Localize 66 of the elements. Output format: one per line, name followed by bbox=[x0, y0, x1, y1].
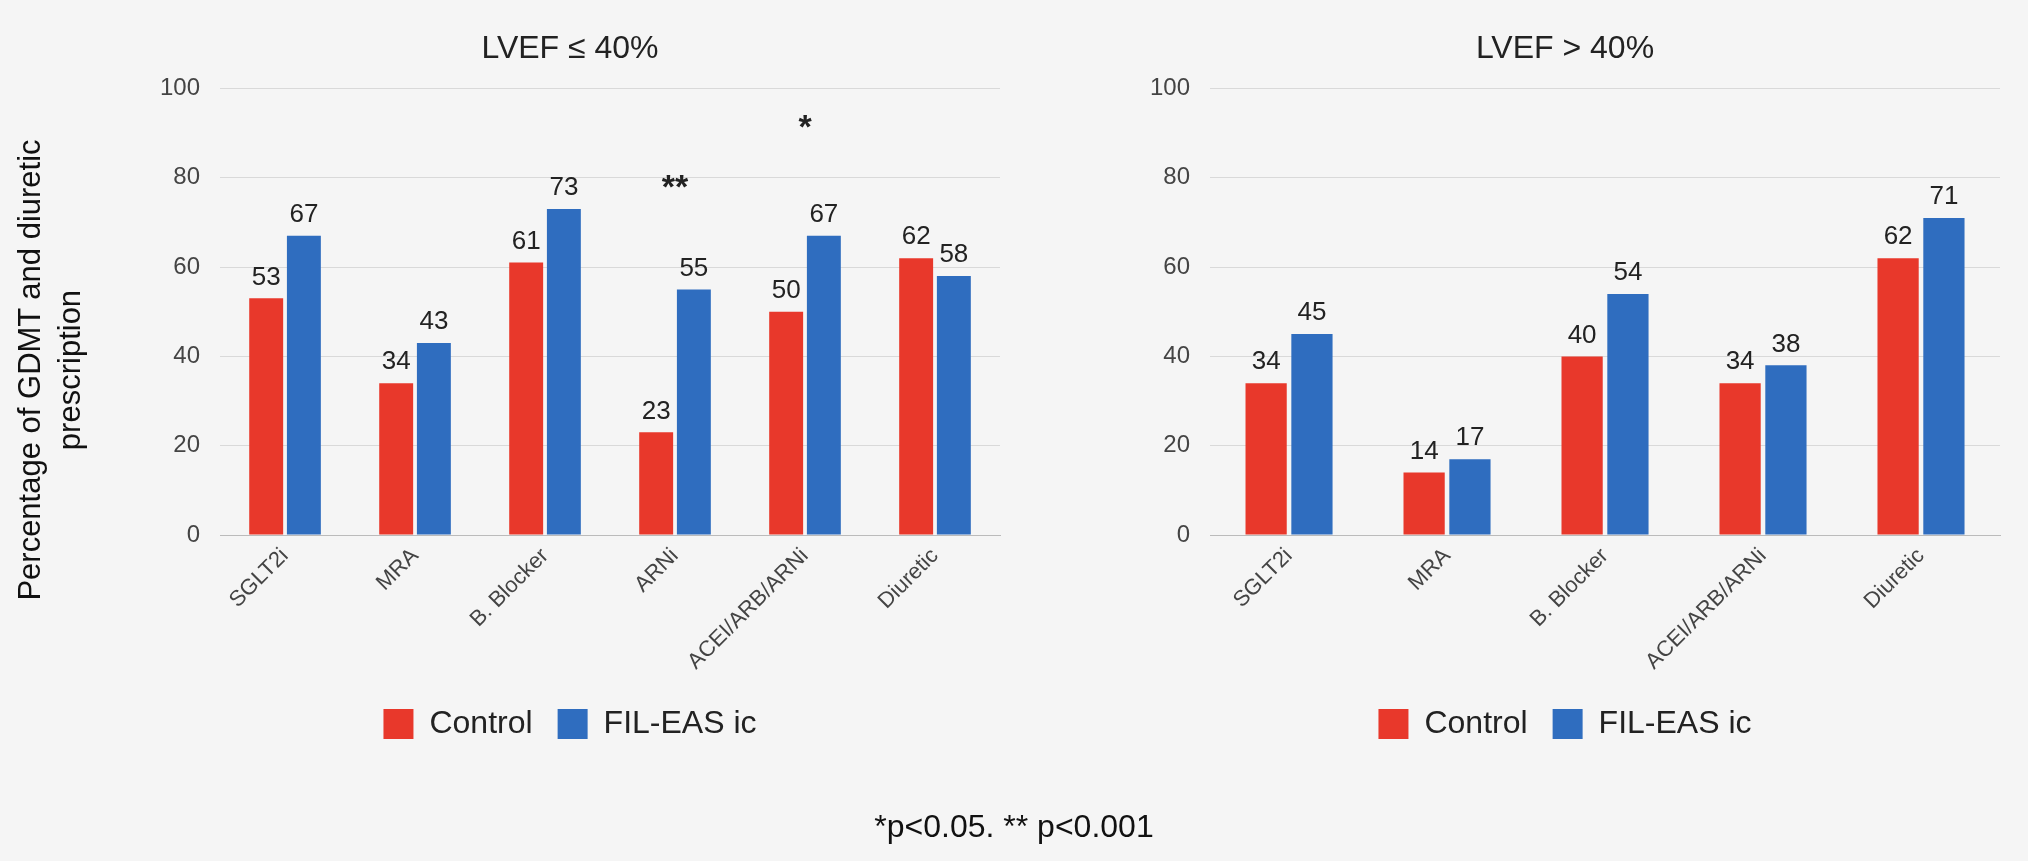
y-tick-label: 60 bbox=[173, 251, 201, 279]
bar bbox=[769, 311, 804, 535]
bar bbox=[1561, 356, 1603, 535]
data-label: 45 bbox=[1297, 296, 1327, 327]
y-tick-label: 20 bbox=[1163, 430, 1191, 458]
data-label: 54 bbox=[1613, 256, 1643, 287]
bar bbox=[1245, 383, 1287, 535]
bar bbox=[286, 235, 321, 535]
y-tick-label: 0 bbox=[186, 519, 201, 547]
bar bbox=[379, 383, 414, 535]
data-label: 55 bbox=[679, 251, 709, 282]
legend-label: FIL-EAS ic bbox=[1598, 703, 1752, 740]
data-label: 17 bbox=[1455, 421, 1485, 452]
data-label: 34 bbox=[1251, 345, 1281, 376]
data-label: 34 bbox=[1725, 345, 1755, 376]
y-tick-label: 100 bbox=[160, 73, 201, 101]
data-label: 62 bbox=[901, 220, 931, 251]
bar bbox=[1607, 293, 1649, 535]
bar bbox=[1449, 459, 1491, 535]
annotation: ** bbox=[661, 166, 690, 205]
data-label: 53 bbox=[251, 260, 281, 291]
y-tick-label: 40 bbox=[173, 341, 201, 369]
bar bbox=[1923, 217, 1965, 535]
y-tick-label: 80 bbox=[173, 162, 201, 190]
chart-title: LVEF > 40% bbox=[1475, 29, 1655, 66]
bar bbox=[1719, 383, 1761, 535]
bar bbox=[806, 235, 841, 535]
chart-title: LVEF ≤ 40% bbox=[481, 29, 659, 66]
y-tick-label: 100 bbox=[1150, 73, 1191, 101]
data-label: 50 bbox=[771, 273, 801, 304]
y-tick-label: 40 bbox=[1163, 341, 1191, 369]
data-label: 58 bbox=[939, 238, 969, 269]
data-label: 14 bbox=[1409, 434, 1439, 465]
data-label: 61 bbox=[511, 224, 541, 255]
data-label: 40 bbox=[1567, 318, 1597, 349]
legend-label: Control bbox=[429, 703, 533, 740]
bar bbox=[249, 298, 284, 535]
bar bbox=[936, 276, 971, 535]
bar bbox=[1877, 258, 1919, 535]
bar bbox=[509, 262, 544, 535]
data-label: 71 bbox=[1929, 180, 1959, 211]
y-tick-label: 20 bbox=[173, 430, 201, 458]
bar bbox=[1403, 472, 1445, 535]
data-label: 43 bbox=[419, 305, 449, 336]
annotation: * bbox=[798, 106, 813, 145]
y-tick-label: 60 bbox=[1163, 251, 1191, 279]
y-tick-label: 80 bbox=[1163, 162, 1191, 190]
y-axis-title: Percentage of GDMT and diuretic prescription bbox=[11, 138, 88, 603]
data-label: 67 bbox=[809, 197, 839, 228]
legend-label: Control bbox=[1424, 703, 1528, 740]
legend-label: FIL-EAS ic bbox=[603, 703, 757, 740]
bar bbox=[1765, 365, 1807, 535]
data-label: 34 bbox=[381, 345, 411, 376]
text: *p<0.05. ** p<0.001 bbox=[873, 808, 1155, 845]
data-label: 62 bbox=[1883, 220, 1913, 251]
bar bbox=[676, 289, 711, 535]
data-label: 23 bbox=[641, 394, 671, 425]
bar bbox=[639, 432, 674, 535]
data-label: 73 bbox=[549, 171, 579, 202]
bar bbox=[416, 343, 451, 535]
bar bbox=[1291, 334, 1333, 535]
bar bbox=[546, 209, 581, 535]
data-label: 67 bbox=[289, 197, 319, 228]
data-label: 38 bbox=[1771, 327, 1801, 358]
bar bbox=[899, 258, 934, 535]
y-tick-label: 0 bbox=[1176, 519, 1191, 547]
